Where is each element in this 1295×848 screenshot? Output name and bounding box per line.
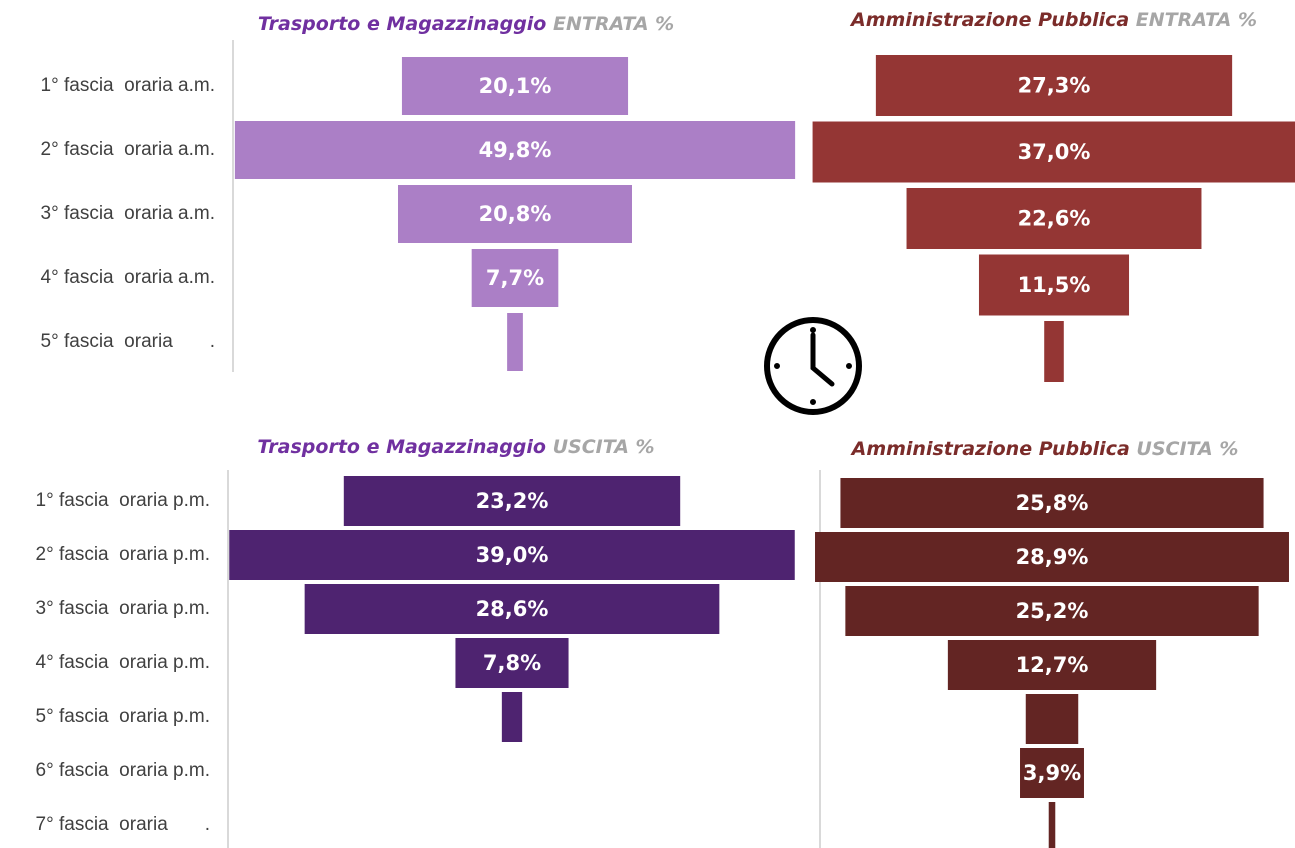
data-label: 27,3% [1018, 74, 1091, 98]
data-label: 39,0% [476, 543, 549, 567]
data-label: 25,2% [1016, 599, 1089, 623]
chart-title: Trasporto e Magazzinaggio ENTRATA % [258, 13, 674, 35]
funnel-bar [1048, 802, 1056, 848]
category-label: 3° fascia oraria p.m. [36, 598, 210, 619]
data-label: 23,2% [476, 489, 549, 513]
funnel-bar [978, 254, 1130, 316]
data-label: 3,9% [1023, 761, 1081, 785]
funnel-bar [906, 188, 1202, 249]
title-sub: ENTRATA % [1136, 9, 1257, 31]
funnel-bar [875, 55, 1233, 116]
clock-icon [764, 317, 862, 415]
category-label: 5° fascia oraria . [41, 331, 215, 352]
category-label: 6° fascia oraria p.m. [36, 760, 210, 781]
chart-title: Amministrazione Pubblica USCITA % [850, 438, 1239, 460]
data-label: 11,5% [1018, 273, 1091, 297]
funnel-bar [229, 530, 795, 580]
funnel-bar [304, 584, 720, 634]
data-label: 12,7% [1016, 653, 1089, 677]
funnel-bar [455, 638, 569, 688]
title-main: Amministrazione Pubblica [850, 438, 1130, 460]
funnel-bar [471, 249, 559, 307]
funnel-bar [845, 586, 1259, 636]
funnel-bar [947, 640, 1157, 690]
data-label: 28,6% [476, 597, 549, 621]
category-label: 4° fascia oraria p.m. [36, 652, 210, 673]
category-label: 2° fascia oraria a.m. [41, 139, 215, 160]
data-label: 25,8% [1016, 491, 1089, 515]
funnel-bar [1025, 694, 1079, 744]
data-label: 37,0% [1018, 140, 1091, 164]
category-label: 2° fascia oraria p.m. [36, 544, 210, 565]
category-label: 5° fascia oraria p.m. [36, 706, 210, 727]
chart-title: Trasporto e Magazzinaggio USCITA % [257, 436, 654, 458]
funnel-bar [507, 313, 523, 371]
funnel-bar [343, 476, 681, 526]
title-sub: USCITA % [553, 436, 655, 458]
title-main: Amministrazione Pubblica [849, 9, 1129, 31]
funnel-bar [501, 692, 523, 742]
funnel-bar [398, 185, 632, 243]
data-label: 28,9% [1016, 545, 1089, 569]
funnel-bar [234, 121, 796, 179]
title-main: Trasporto e Magazzinaggio [258, 13, 547, 35]
funnel-bar [401, 57, 629, 115]
chart-title: Amministrazione Pubblica ENTRATA % [849, 9, 1257, 31]
title-sub: ENTRATA % [553, 13, 674, 35]
data-label: 49,8% [479, 138, 552, 162]
funnel-bar [840, 478, 1264, 528]
category-label: 4° fascia oraria a.m. [41, 267, 215, 288]
data-label: 20,1% [479, 74, 552, 98]
data-label: 22,6% [1018, 207, 1091, 231]
category-label: 3° fascia oraria a.m. [41, 203, 215, 224]
category-label: 1° fascia oraria p.m. [36, 490, 210, 511]
funnel-bar [1020, 748, 1084, 798]
category-label: 1° fascia oraria a.m. [41, 75, 215, 96]
funnel-bar [1044, 321, 1064, 382]
data-label: 7,8% [483, 651, 541, 675]
title-main: Trasporto e Magazzinaggio [257, 436, 546, 458]
data-label: 7,7% [486, 266, 544, 290]
title-sub: USCITA % [1136, 438, 1238, 460]
category-label: 7° fascia oraria . [36, 814, 210, 835]
funnel-bar [815, 532, 1289, 582]
funnel-bar [812, 121, 1295, 183]
data-label: 20,8% [479, 202, 552, 226]
